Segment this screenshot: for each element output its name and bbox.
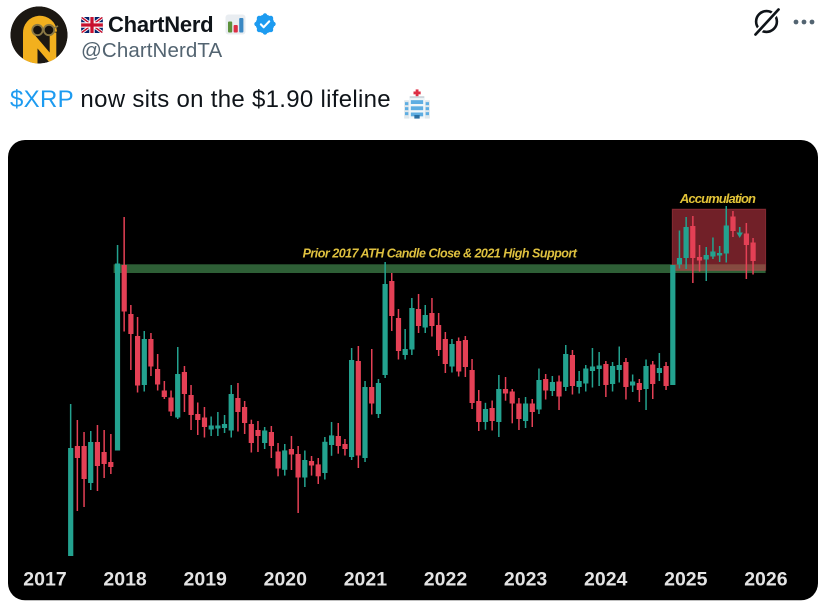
svg-text:2022: 2022 xyxy=(424,569,468,591)
svg-text:2024: 2024 xyxy=(584,569,628,591)
svg-text:2019: 2019 xyxy=(184,569,228,591)
svg-text:Accumulation: Accumulation xyxy=(679,191,756,206)
svg-text:2023: 2023 xyxy=(504,569,548,591)
svg-text:2021: 2021 xyxy=(344,569,388,591)
svg-text:Prior 2017 ATH Candle Close &: Prior 2017 ATH Candle Close & 2021 High … xyxy=(303,247,578,261)
svg-text:2026: 2026 xyxy=(744,569,788,591)
svg-text:2017: 2017 xyxy=(23,569,66,591)
svg-text:2025: 2025 xyxy=(664,569,708,591)
svg-text:2020: 2020 xyxy=(264,569,308,591)
svg-text:2018: 2018 xyxy=(103,569,147,591)
